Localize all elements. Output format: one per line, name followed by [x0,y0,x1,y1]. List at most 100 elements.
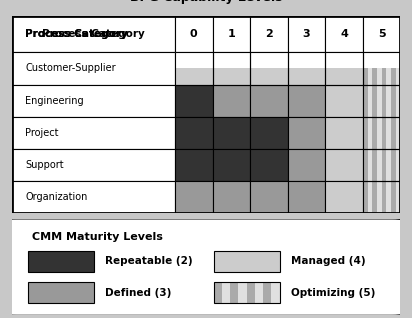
Bar [28,251,94,272]
Bar [386,117,391,149]
Text: Managed (4): Managed (4) [291,256,366,266]
Text: 3: 3 [303,29,310,39]
Bar [382,181,386,213]
Text: Process Category: Process Category [26,29,128,39]
Bar [396,85,400,117]
Bar [12,16,175,52]
Bar [325,117,363,149]
Bar [386,85,391,117]
Bar [288,16,325,52]
Bar [363,52,400,85]
Bar [263,282,272,303]
Bar [368,68,372,85]
Bar [213,117,250,149]
Bar [288,117,325,149]
Bar [372,149,377,181]
Bar [386,68,391,85]
Bar [175,117,213,149]
Bar [250,181,288,213]
Text: Project: Project [26,128,59,138]
Bar [325,68,363,85]
Bar [363,149,400,181]
Bar [255,282,263,303]
Bar [363,149,368,181]
Bar [382,85,386,117]
Bar [391,68,396,85]
Bar [213,52,250,85]
Bar [391,85,396,117]
Bar [396,149,400,181]
Bar [325,85,363,117]
Bar [325,149,363,181]
Text: Repeatable (2): Repeatable (2) [105,256,193,266]
Bar [363,117,400,149]
Bar [363,85,400,117]
Bar [377,181,382,213]
Bar [175,16,213,52]
Bar [239,282,247,303]
Bar [288,149,325,181]
Text: Support: Support [26,160,64,170]
Bar [377,117,382,149]
Text: 0: 0 [190,29,198,39]
Bar [213,68,250,85]
Bar [12,85,175,117]
Bar [396,117,400,149]
Bar [377,68,382,85]
Bar [214,282,222,303]
Bar [377,85,382,117]
Bar [391,181,396,213]
Bar [363,85,400,117]
Bar [396,68,400,85]
Bar [250,68,288,85]
Bar [12,117,175,149]
Text: 5: 5 [378,29,386,39]
Bar [272,282,280,303]
Bar [368,85,372,117]
Bar [213,149,250,181]
Bar [391,149,396,181]
Bar [288,68,325,85]
Bar [214,251,280,272]
Bar [363,181,368,213]
Text: Organization: Organization [26,192,88,202]
Text: Customer-Supplier: Customer-Supplier [26,64,116,73]
Bar [325,181,363,213]
Bar [377,149,382,181]
Bar [250,85,288,117]
Bar [213,85,250,117]
Bar [325,16,363,52]
Bar [175,52,213,85]
Bar [372,181,377,213]
Bar [288,181,325,213]
FancyBboxPatch shape [1,218,407,316]
Bar [288,52,325,68]
Bar [175,68,213,85]
Bar [230,282,239,303]
Text: 2: 2 [265,29,273,39]
Bar [386,181,391,213]
Bar [12,149,175,181]
Bar [363,68,368,85]
Bar [363,181,400,213]
Bar [386,149,391,181]
Bar [175,149,213,181]
Bar [175,85,213,117]
Bar [175,181,213,213]
Bar [363,85,368,117]
Bar [28,282,94,303]
Bar [213,16,250,52]
Bar [250,52,288,85]
Bar [325,52,363,85]
Bar [325,52,363,68]
Text: Optimizing (5): Optimizing (5) [291,288,376,298]
Text: BPG Capability Levels: BPG Capability Levels [130,0,282,4]
Bar [288,52,325,85]
Bar [175,52,213,68]
Bar [368,149,372,181]
Bar [250,52,288,68]
Bar [214,282,280,303]
Text: Defined (3): Defined (3) [105,288,172,298]
Bar [288,85,325,117]
Bar [368,117,372,149]
